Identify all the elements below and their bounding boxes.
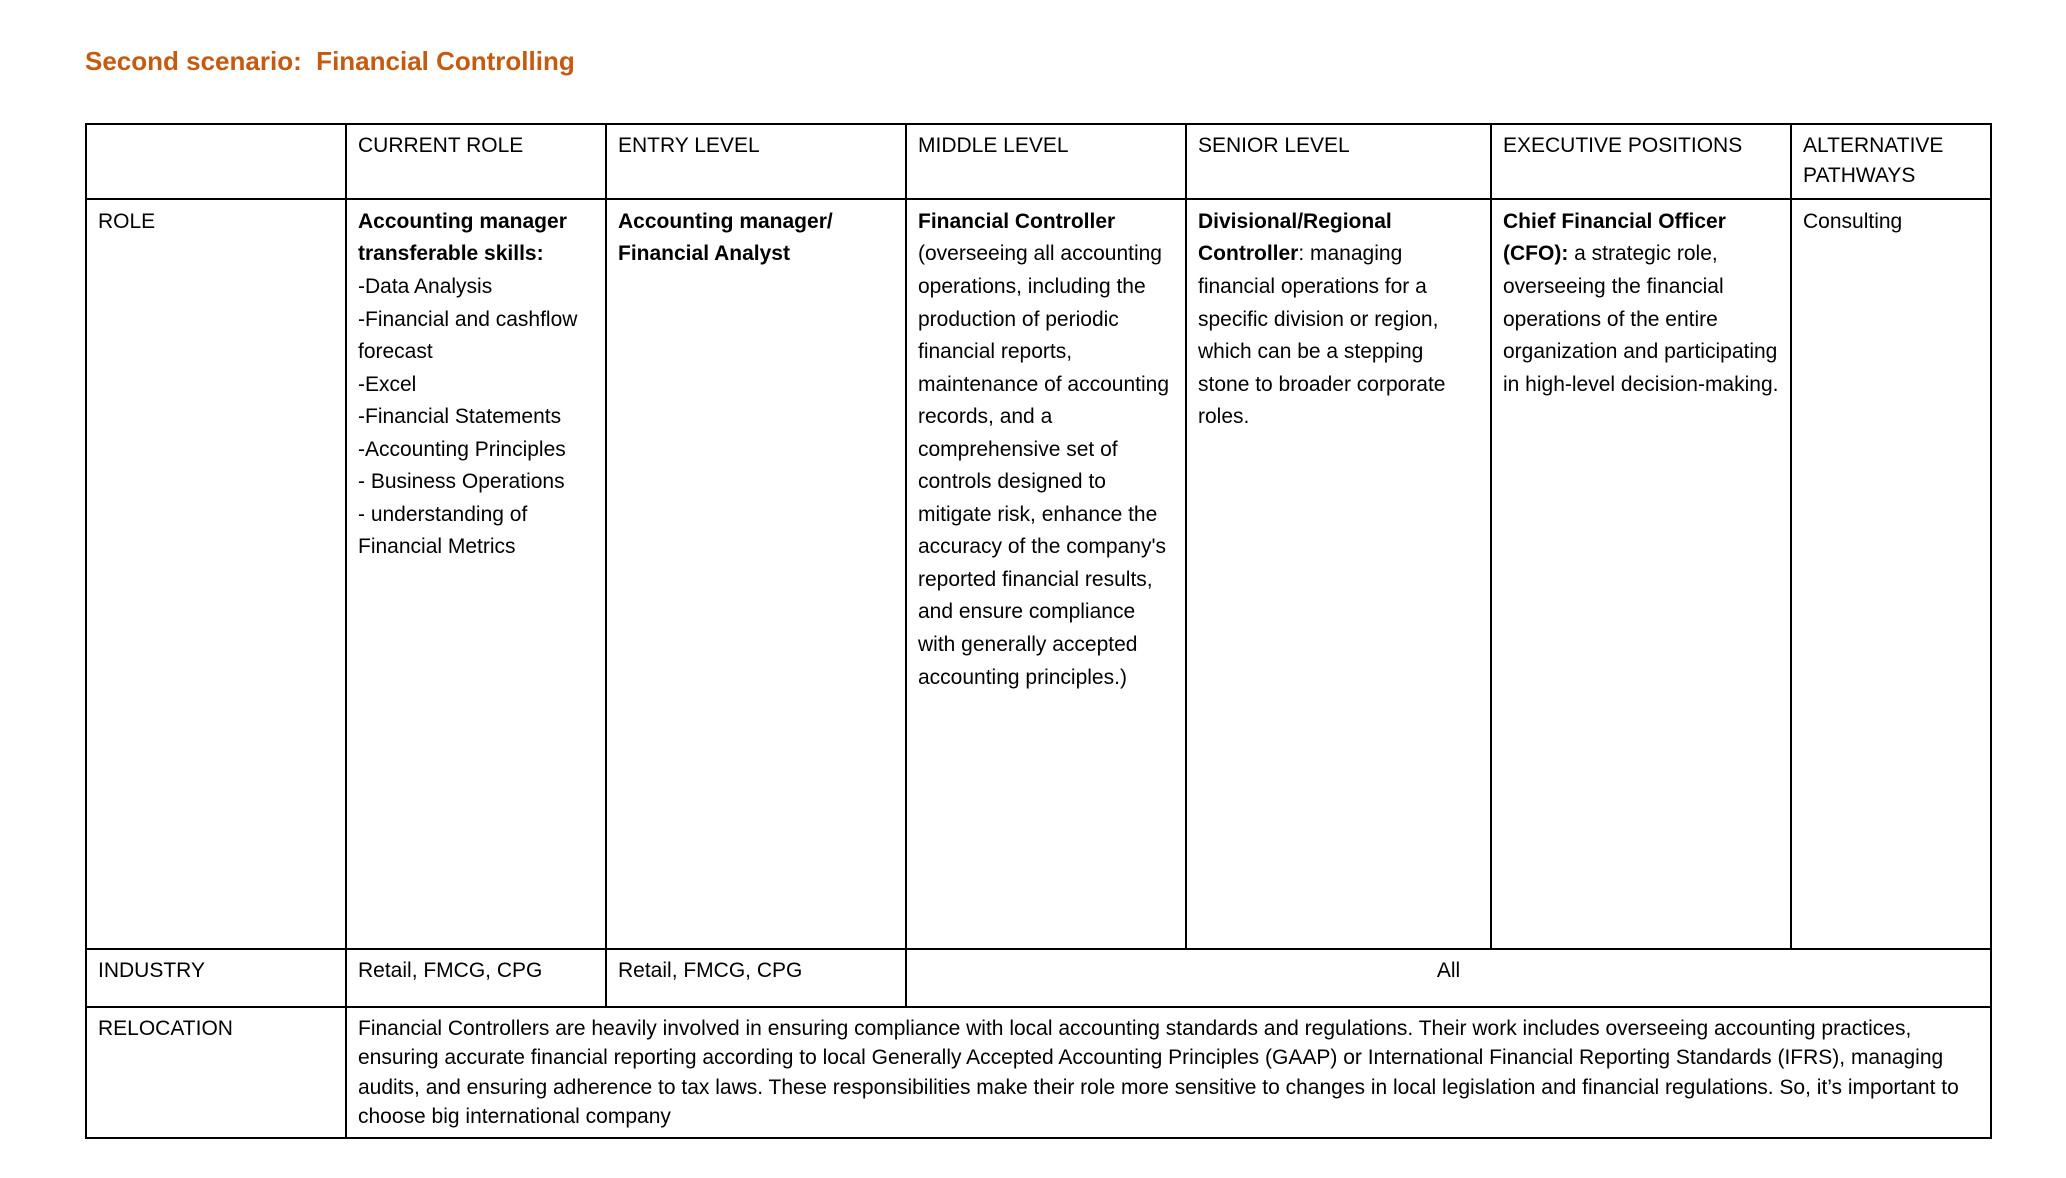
relocation-row-label: RELOCATION bbox=[85, 1005, 347, 1140]
skill-item: - understanding of Financial Metrics bbox=[358, 502, 528, 559]
skill-item: -Financial Statements bbox=[358, 405, 562, 429]
table-row-industry: INDUSTRY Retail, FMCG, CPG Retail, FMCG,… bbox=[85, 947, 1992, 1008]
skill-item: -Financial and cashflow forecast bbox=[358, 307, 578, 364]
skill-item: - Business Operations bbox=[358, 470, 565, 494]
role-middle-cell: Financial Controller (overseeing all acc… bbox=[905, 197, 1187, 950]
role-row-label: ROLE bbox=[85, 197, 347, 950]
table-row-relocation: RELOCATION Financial Controllers are hea… bbox=[85, 1005, 1992, 1140]
skill-item: -Excel bbox=[358, 372, 417, 396]
executive-description: a strategic role, overseeing the financi… bbox=[1503, 242, 1779, 396]
executive-heading: Chief Financial Officer (CFO): bbox=[1503, 209, 1726, 266]
relocation-text-cell: Financial Controllers are heavily involv… bbox=[345, 1005, 1992, 1140]
page-title: Second scenario: Financial Controlling bbox=[85, 46, 575, 76]
senior-level-description: : managing financial operations for a sp… bbox=[1198, 242, 1446, 429]
industry-current-cell: Retail, FMCG, CPG bbox=[345, 947, 607, 1008]
role-alternative-cell: Consulting bbox=[1790, 197, 1992, 950]
industry-row-label: INDUSTRY bbox=[85, 947, 347, 1008]
senior-level-heading: Divisional/Regional Controller bbox=[1198, 209, 1392, 266]
header-empty-cell bbox=[85, 123, 347, 200]
header-entry-level: ENTRY LEVEL bbox=[605, 123, 907, 200]
role-current-cell: Accounting manager transferable skills: … bbox=[345, 197, 607, 950]
skill-item: -Accounting Principles bbox=[358, 437, 566, 461]
table-header-row: CURRENT ROLE ENTRY LEVEL MIDDLE LEVEL SE… bbox=[85, 123, 1992, 200]
header-current-role: CURRENT ROLE bbox=[345, 123, 607, 200]
industry-entry-cell: Retail, FMCG, CPG bbox=[605, 947, 907, 1008]
career-pathways-table: CURRENT ROLE ENTRY LEVEL MIDDLE LEVEL SE… bbox=[85, 123, 1992, 1140]
transferable-skills-list: -Data Analysis -Financial and cashflow fo… bbox=[358, 271, 594, 564]
header-middle-level: MIDDLE LEVEL bbox=[905, 123, 1187, 200]
table-row-role: ROLE Accounting manager transferable ski… bbox=[85, 197, 1992, 950]
current-role-heading: Accounting manager transferable skills: bbox=[358, 209, 567, 266]
entry-level-heading: Accounting manager/ Financial Analyst bbox=[618, 209, 833, 266]
industry-all-cell: All bbox=[905, 947, 1992, 1008]
role-senior-cell: Divisional/Regional Controller: managing… bbox=[1185, 197, 1492, 950]
middle-level-heading: Financial Controller bbox=[918, 209, 1116, 233]
middle-level-description: (overseeing all accounting operations, i… bbox=[918, 242, 1170, 689]
role-executive-cell: Chief Financial Officer (CFO): a strateg… bbox=[1490, 197, 1792, 950]
header-alternative-pathways: ALTERNATIVE PATHWAYS bbox=[1790, 123, 1992, 200]
skill-item: -Data Analysis bbox=[358, 274, 493, 298]
header-executive-positions: EXECUTIVE POSITIONS bbox=[1490, 123, 1792, 200]
header-senior-level: SENIOR LEVEL bbox=[1185, 123, 1492, 200]
role-entry-cell: Accounting manager/ Financial Analyst bbox=[605, 197, 907, 950]
